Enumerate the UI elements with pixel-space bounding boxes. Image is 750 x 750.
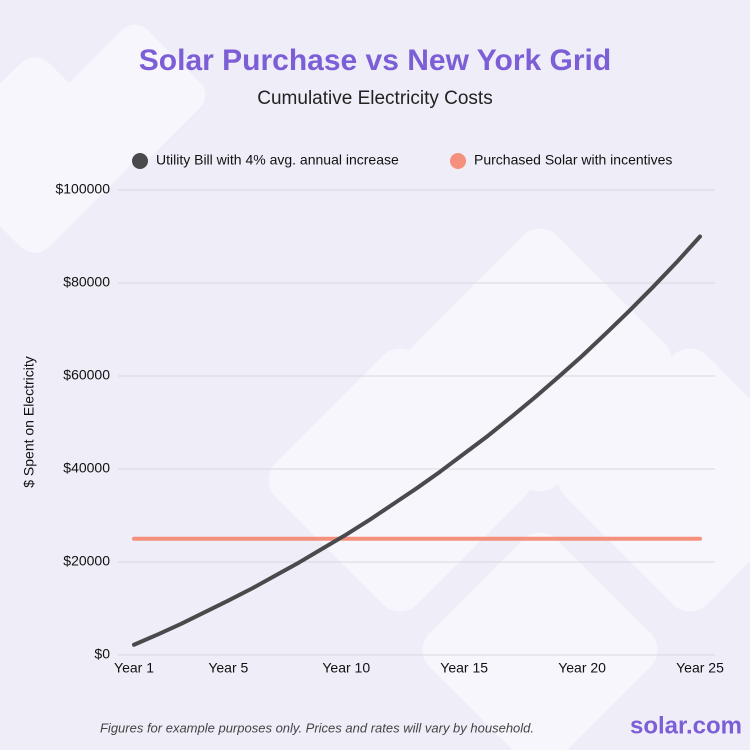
footnote: Figures for example purposes only. Price… [100,720,534,735]
x-tick-label: Year 5 [208,660,248,676]
y-tick-label: $60000 [63,367,110,383]
y-axis-label: $ Spent on Electricity [21,356,37,488]
legend-marker [132,153,148,169]
x-tick-label: Year 15 [440,660,488,676]
y-tick-label: $100000 [55,181,110,197]
y-tick-label: $20000 [63,553,110,569]
y-tick-label: $80000 [63,274,110,290]
chart-title: Solar Purchase vs New York Grid [139,44,611,77]
x-tick-label: Year 20 [558,660,606,676]
x-tick-label: Year 25 [676,660,724,676]
y-tick-label: $0 [94,646,110,662]
legend-marker [450,153,466,169]
x-tick-label: Year 1 [114,660,154,676]
legend-label: Purchased Solar with incentives [474,152,672,168]
chart-subtitle: Cumulative Electricity Costs [257,88,492,109]
x-tick-label: Year 10 [322,660,370,676]
brand-logo: solar.com [630,712,742,739]
y-tick-label: $40000 [63,460,110,476]
decor [0,24,750,750]
legend-label: Utility Bill with 4% avg. annual increas… [156,152,399,168]
line-series [132,234,702,647]
